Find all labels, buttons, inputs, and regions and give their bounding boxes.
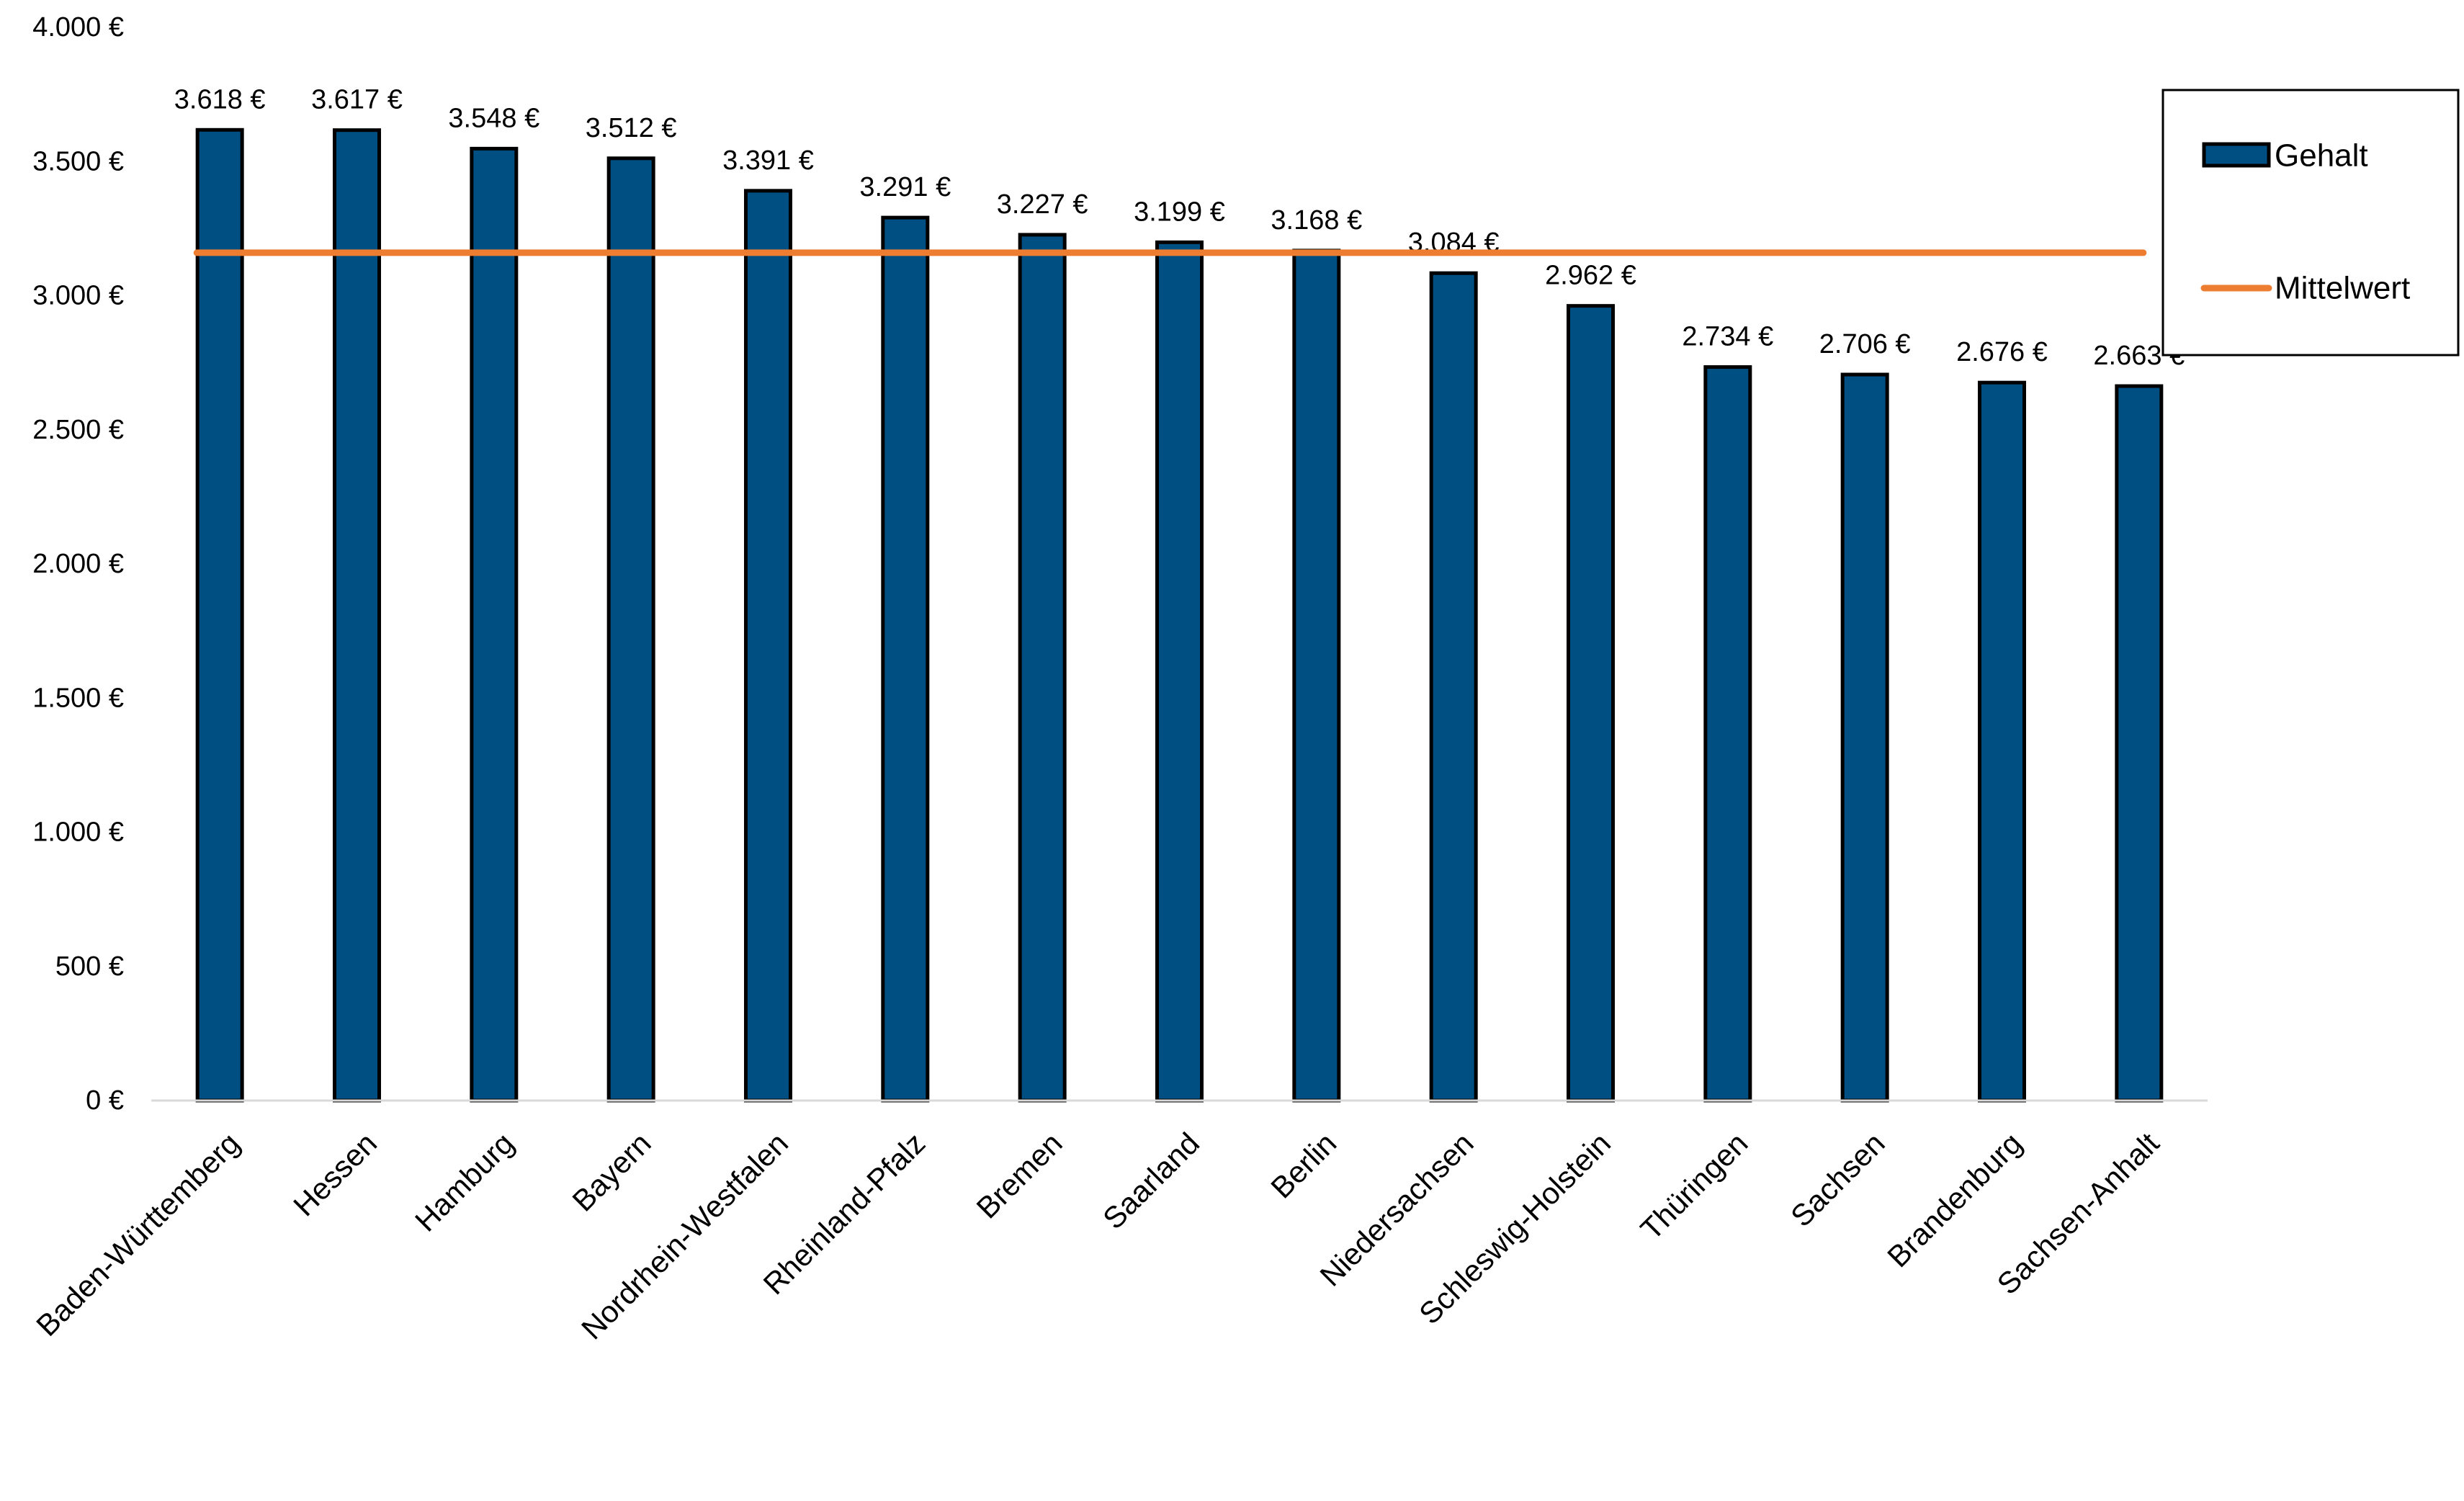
data-label: 3.617 € bbox=[311, 85, 403, 115]
category-label: Thüringen bbox=[1634, 1126, 1754, 1246]
y-tick-label: 2.500 € bbox=[32, 415, 124, 445]
data-label: 2.676 € bbox=[1956, 337, 2048, 367]
bar bbox=[1429, 271, 1478, 1103]
data-label: 2.706 € bbox=[1819, 329, 1911, 359]
data-labels: 3.618 € 3.617 € 3.548 € 3.512 € 3.391 € 3.291… bbox=[174, 84, 2185, 371]
bar bbox=[1018, 233, 1067, 1103]
y-tick-label: 4.000 € bbox=[32, 12, 124, 42]
data-label: 3.168 € bbox=[1271, 205, 1362, 236]
legend-label-mittelwert: Mittelwert bbox=[2275, 271, 2410, 306]
bar bbox=[1155, 240, 1204, 1103]
bar bbox=[1978, 380, 2026, 1103]
data-label: 3.391 € bbox=[722, 145, 814, 176]
legend: Gehalt Mittelwert bbox=[2161, 89, 2460, 357]
y-axis-ticks: 0 € 500 € 1.000 € 1.500 € 2.000 € 2.500 € 3.00… bbox=[32, 12, 124, 1116]
y-tick-label: 1.500 € bbox=[32, 683, 124, 713]
bar bbox=[881, 215, 930, 1103]
data-label: 3.227 € bbox=[997, 189, 1088, 220]
bar bbox=[1292, 248, 1341, 1103]
category-label: Bremen bbox=[970, 1126, 1069, 1224]
data-label: 3.512 € bbox=[586, 113, 677, 143]
y-tick-label: 3.500 € bbox=[32, 146, 124, 176]
category-label: Brandenburg bbox=[1881, 1126, 2028, 1273]
y-tick-label: 0 € bbox=[86, 1085, 124, 1116]
y-tick-label: 2.000 € bbox=[32, 549, 124, 579]
y-tick-label: 3.000 € bbox=[32, 281, 124, 311]
bar bbox=[470, 146, 519, 1103]
bar bbox=[744, 189, 792, 1103]
category-label: Sachsen bbox=[1784, 1126, 1891, 1233]
bar bbox=[2115, 384, 2164, 1103]
bar bbox=[195, 127, 244, 1103]
bars bbox=[195, 127, 2164, 1103]
legend-box bbox=[2161, 89, 2460, 357]
data-label: 2.734 € bbox=[1682, 322, 1773, 352]
category-label: Hessen bbox=[287, 1126, 383, 1222]
category-label: Hamburg bbox=[408, 1126, 520, 1237]
data-label: 2.962 € bbox=[1545, 261, 1636, 291]
bar bbox=[1840, 372, 1889, 1103]
legend-label-gehalt: Gehalt bbox=[2275, 138, 2368, 174]
bar bbox=[606, 156, 655, 1103]
data-label: 3.618 € bbox=[174, 84, 266, 115]
category-label: Baden-Württemberg bbox=[30, 1126, 246, 1343]
category-labels: Baden-Württemberg Hessen Hamburg BayernNord… bbox=[30, 1126, 2166, 1345]
category-label: Bayern bbox=[565, 1126, 657, 1217]
data-label: 3.548 € bbox=[448, 103, 539, 133]
category-label: Berlin bbox=[1264, 1126, 1343, 1204]
bar bbox=[1703, 365, 1752, 1103]
bar bbox=[1567, 304, 1615, 1103]
bar bbox=[333, 128, 381, 1103]
data-label: 3.291 € bbox=[859, 172, 951, 202]
y-tick-label: 500 € bbox=[55, 951, 124, 982]
category-label: Saarland bbox=[1096, 1126, 1206, 1235]
y-tick-label: 1.000 € bbox=[32, 817, 124, 848]
data-label: 3.199 € bbox=[1134, 197, 1225, 227]
legend-bar-swatch bbox=[2202, 142, 2271, 168]
